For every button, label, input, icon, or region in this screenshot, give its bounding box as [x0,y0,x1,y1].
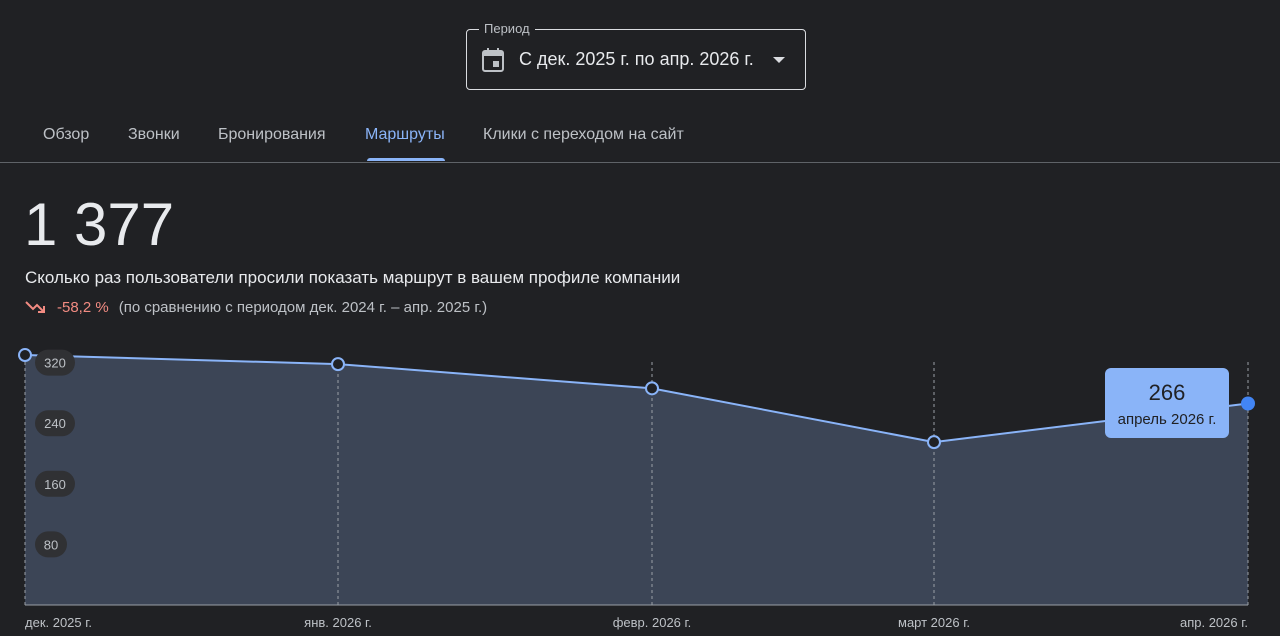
metric-description: Сколько раз пользователи просили показат… [25,268,681,287]
tab-bookings[interactable]: Бронирования [218,126,326,143]
y-tick-label: 320 [44,356,66,371]
data-point-active[interactable] [1241,396,1255,411]
period-value: С дек. 2025 г. по апр. 2026 г. [519,49,754,69]
x-tick-label: апр. 2026 г. [1180,615,1248,630]
data-point[interactable] [18,348,32,363]
dropdown-arrow-icon [773,57,785,63]
tab-website-clicks[interactable]: Клики с переходом на сайт [483,126,684,143]
data-point[interactable] [927,435,941,450]
y-tick-pill [35,531,67,558]
tab-calls[interactable]: Звонки [128,126,180,143]
period-picker[interactable]: Период С дек. 2025 г. по апр. 2026 г. [466,21,806,90]
trend-row: -58,2 % (по сравнению с периодом дек. 20… [25,297,487,317]
y-tick-pill [35,410,75,437]
area-fill [25,355,1248,605]
data-point[interactable] [645,381,659,396]
period-legend: Период [479,21,535,37]
y-tick-label: 160 [44,477,66,492]
x-tick-label: март 2026 г. [898,615,970,630]
x-tick-label: янв. 2026 г. [304,615,372,630]
tooltip-box [1105,368,1229,438]
tab-bar: Обзор Звонки Бронирования Маршруты Клики… [0,110,1280,163]
tab-routes[interactable]: Маршруты [365,126,445,143]
trend-comparison: (по сравнению с периодом дек. 2024 г. – … [118,298,488,316]
routes-chart[interactable]: 320 240 160 80 дек. 2025 г. янв. 2026 г. февр.… [0,340,1280,636]
active-tab-indicator [367,158,445,161]
tab-overview[interactable]: Обзор [43,126,90,143]
x-tick-label: февр. 2026 г. [613,615,692,630]
y-tick-label: 80 [44,537,58,552]
calendar-icon [482,48,504,72]
tooltip-label: апрель 2026 г. [1118,411,1217,428]
x-tick-label: дек. 2025 г. [25,615,92,630]
trend-percent: -58,2 % [57,298,109,316]
tooltip-value: 266 [1149,380,1186,405]
y-tick-pill [35,470,75,497]
trending-down-icon [25,301,45,313]
y-tick-label: 240 [44,416,66,431]
data-point[interactable] [331,357,345,372]
metric-value: 1 377 [24,191,175,258]
y-tick-pill [35,349,75,376]
